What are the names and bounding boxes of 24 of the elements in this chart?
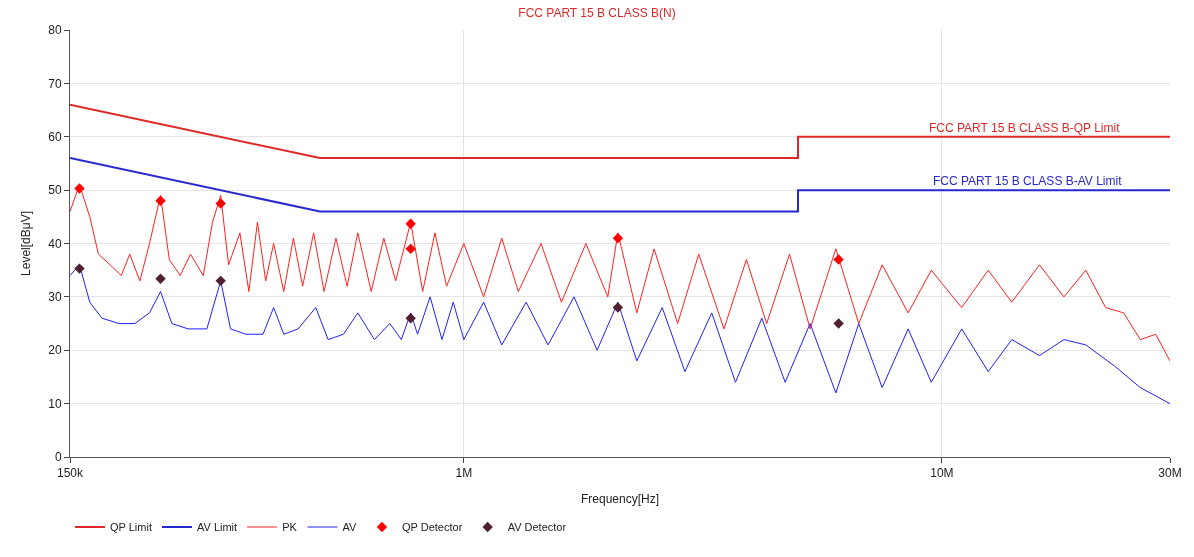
y-tick-label: 30 <box>48 290 62 305</box>
legend-label: PK <box>282 521 298 534</box>
legend-label: QP Limit <box>110 521 152 534</box>
annotation: FCC PART 15 B CLASS B-QP Limit <box>929 121 1121 135</box>
x-tick-label: 1M <box>455 466 473 481</box>
legend-label: AV <box>342 521 357 534</box>
x-axis-title: Frequency[Hz] <box>580 492 660 507</box>
y-tick-label: 0 <box>54 450 62 465</box>
y-tick-label: 20 <box>48 343 62 358</box>
x-tick-label: 30M <box>1158 466 1182 481</box>
legend-label: QP Detector <box>401 521 463 534</box>
y-tick-label: 60 <box>48 129 62 144</box>
y-tick-label: 40 <box>48 236 62 251</box>
y-tick-label: 70 <box>48 76 62 91</box>
x-tick-label: 150k <box>56 466 85 481</box>
y-tick-label: 80 <box>48 23 62 38</box>
legend-label: AV Detector <box>507 521 567 534</box>
y-tick-label: 50 <box>48 183 62 198</box>
y-tick-label: 10 <box>48 396 62 411</box>
annotation: FCC PART 15 B CLASS B-AV Limit <box>933 174 1123 188</box>
legend-label: AV Limit <box>196 521 238 534</box>
chart-title: FCC PART 15 B CLASS B(N) <box>518 5 676 20</box>
x-tick-label: 10M <box>930 466 954 481</box>
y-axis-title: Level[dBμV] <box>18 211 33 276</box>
